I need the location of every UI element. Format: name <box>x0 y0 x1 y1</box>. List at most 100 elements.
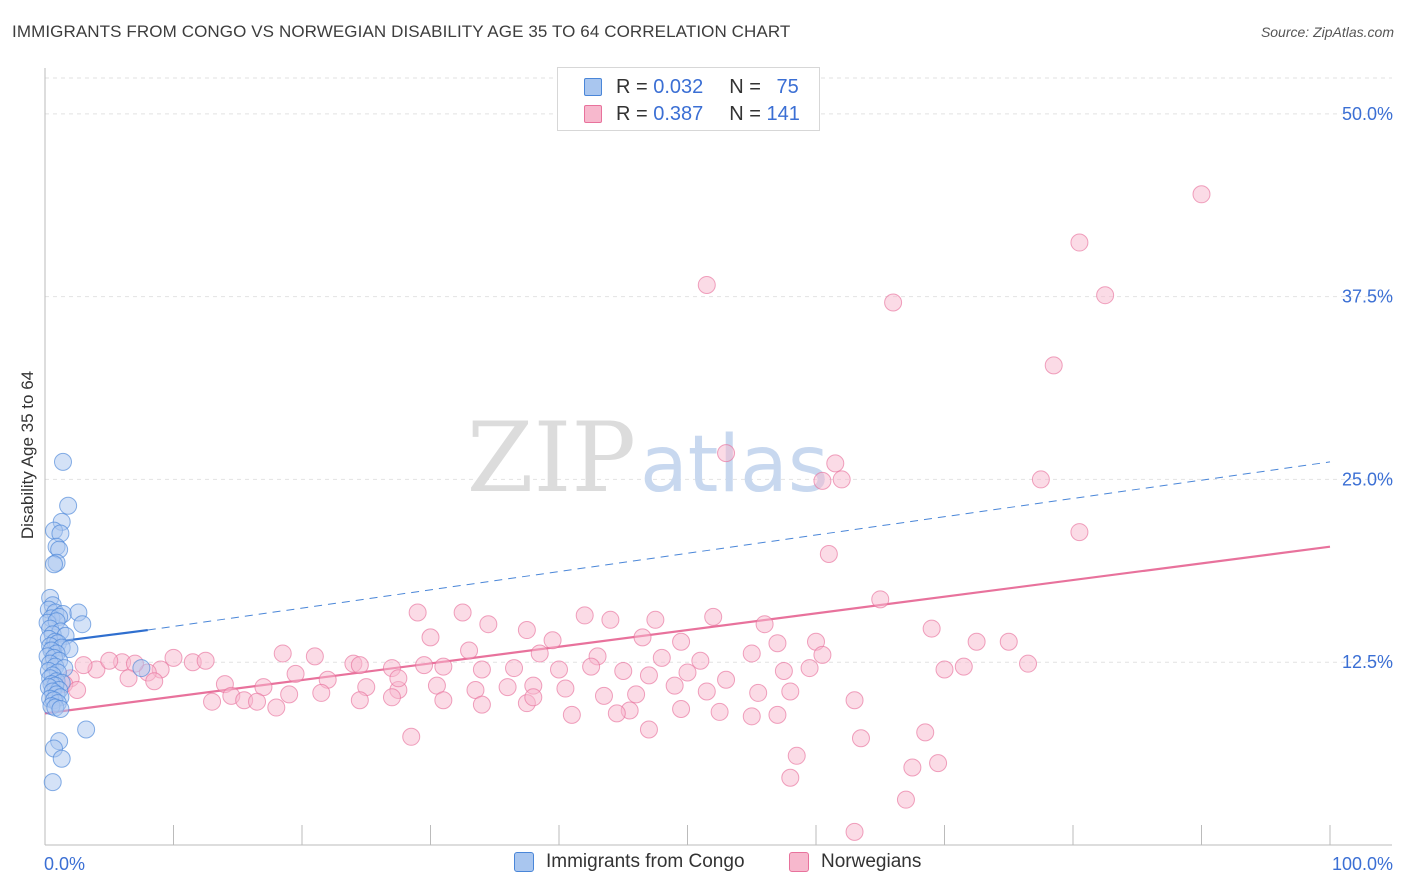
legend-swatch-congo <box>584 78 602 96</box>
norwegian-point <box>1019 654 1038 673</box>
norwegian-point <box>248 692 267 711</box>
legend-r-label: R = <box>616 75 648 98</box>
norwegian-point <box>1096 286 1115 305</box>
legend-label: Immigrants from Congo <box>546 851 745 872</box>
legend-item-norwegians[interactable]: Norwegians <box>789 851 921 873</box>
norwegian-point <box>871 590 890 609</box>
norwegian-point <box>813 471 832 490</box>
norwegian-point <box>601 610 620 629</box>
norwegian-point <box>543 631 562 650</box>
norwegian-point <box>896 790 915 809</box>
norwegian-point <box>672 632 691 651</box>
norwegian-point <box>678 663 697 682</box>
norwegian-point <box>505 659 524 678</box>
norwegian-point <box>903 758 922 777</box>
norwegian-point <box>594 686 613 705</box>
norwegian-point <box>460 641 479 660</box>
legend-item-congo[interactable]: Immigrants from Congo <box>514 851 745 873</box>
norwegian-point <box>472 660 491 679</box>
congo-point <box>53 452 72 471</box>
norwegian-point <box>389 669 408 688</box>
norwegian-point <box>704 607 723 626</box>
norwegian-point <box>575 606 594 625</box>
legend-row-norwegians: R = 0.387 N = 141 <box>584 102 800 126</box>
norwegian-point <box>774 661 793 680</box>
norwegian-point <box>524 688 543 707</box>
norwegian-point <box>742 644 761 663</box>
congo-point <box>73 615 92 634</box>
legend-n-label: N = <box>729 75 761 98</box>
norwegian-point <box>755 615 774 634</box>
norwegian-point <box>999 632 1018 651</box>
norwegian-point <box>781 768 800 787</box>
norwegian-point <box>68 681 87 699</box>
norwegian-point <box>408 603 427 622</box>
watermark-zip: ZIP <box>467 402 636 514</box>
stats-legend: R = 0.032 N = 75 R = 0.387 N = 141 <box>557 67 820 131</box>
norwegian-point <box>582 657 601 676</box>
norwegian-point <box>697 275 716 294</box>
norwegian-point <box>813 645 832 664</box>
chart-title: IMMIGRANTS FROM CONGO VS NORWEGIAN DISAB… <box>12 22 791 41</box>
congo-point <box>43 773 62 792</box>
norwegian-point <box>415 656 434 675</box>
norwegians-trend-line <box>44 545 1331 715</box>
y-tick-label: 12.5% <box>1342 652 1393 672</box>
y-axis-label: Disability Age 35 to 64 <box>18 371 37 539</box>
norwegian-point <box>717 670 736 689</box>
norwegian-point <box>286 664 305 683</box>
norwegian-point <box>639 666 658 685</box>
y-tick-label: 37.5% <box>1342 287 1393 307</box>
norwegian-point <box>607 704 626 723</box>
legend-swatch <box>789 852 809 872</box>
norwegian-point <box>935 660 954 679</box>
norwegian-point <box>119 669 138 688</box>
norwegian-point <box>100 651 119 670</box>
norwegian-point <box>819 545 838 564</box>
congo-point <box>132 659 151 678</box>
gridlines <box>45 77 1392 663</box>
norwegian-point <box>1031 470 1050 489</box>
legend-n-value: 75 <box>776 75 799 98</box>
norwegian-point <box>627 685 646 704</box>
norwegian-point <box>781 682 800 701</box>
norwegian-point <box>382 688 401 707</box>
congo-point <box>51 700 70 719</box>
norwegian-point <box>665 676 684 695</box>
chart-source: Source: ZipAtlas.com <box>1260 24 1394 40</box>
norwegian-point <box>691 651 710 670</box>
norwegian-point <box>312 683 331 702</box>
norwegian-point <box>479 615 498 634</box>
legend-r-label: R = <box>616 102 648 125</box>
norwegian-point <box>273 644 292 663</box>
norwegian-point <box>350 691 369 710</box>
norwegian-point <box>562 705 581 724</box>
norwegian-point <box>768 634 787 653</box>
norwegian-point <box>717 444 736 463</box>
norwegian-point <box>652 648 671 667</box>
norwegian-point <box>851 729 870 748</box>
norwegian-point <box>517 621 536 640</box>
legend-swatch-norwegians <box>584 105 602 123</box>
data-points <box>38 185 1211 841</box>
norwegian-point <box>421 628 440 647</box>
norwegian-point <box>832 470 851 489</box>
norwegian-point <box>646 610 665 629</box>
legend-r-value: 0.387 <box>653 102 704 125</box>
norwegian-point <box>350 656 369 675</box>
norwegian-point <box>203 692 222 711</box>
norwegian-point <box>145 672 164 691</box>
norwegian-point <box>633 628 652 647</box>
norwegian-point <box>530 644 549 663</box>
norwegian-point <box>1070 523 1089 542</box>
norwegian-point <box>305 647 324 666</box>
norwegian-point <box>884 293 903 312</box>
norwegian-point <box>749 683 768 702</box>
x-tick-label-max: 100.0% <box>1332 854 1393 874</box>
norwegian-point <box>967 632 986 651</box>
norwegian-point <box>498 678 517 697</box>
norwegian-point <box>929 754 948 773</box>
norwegian-point <box>453 603 472 622</box>
norwegian-point <box>672 700 691 719</box>
